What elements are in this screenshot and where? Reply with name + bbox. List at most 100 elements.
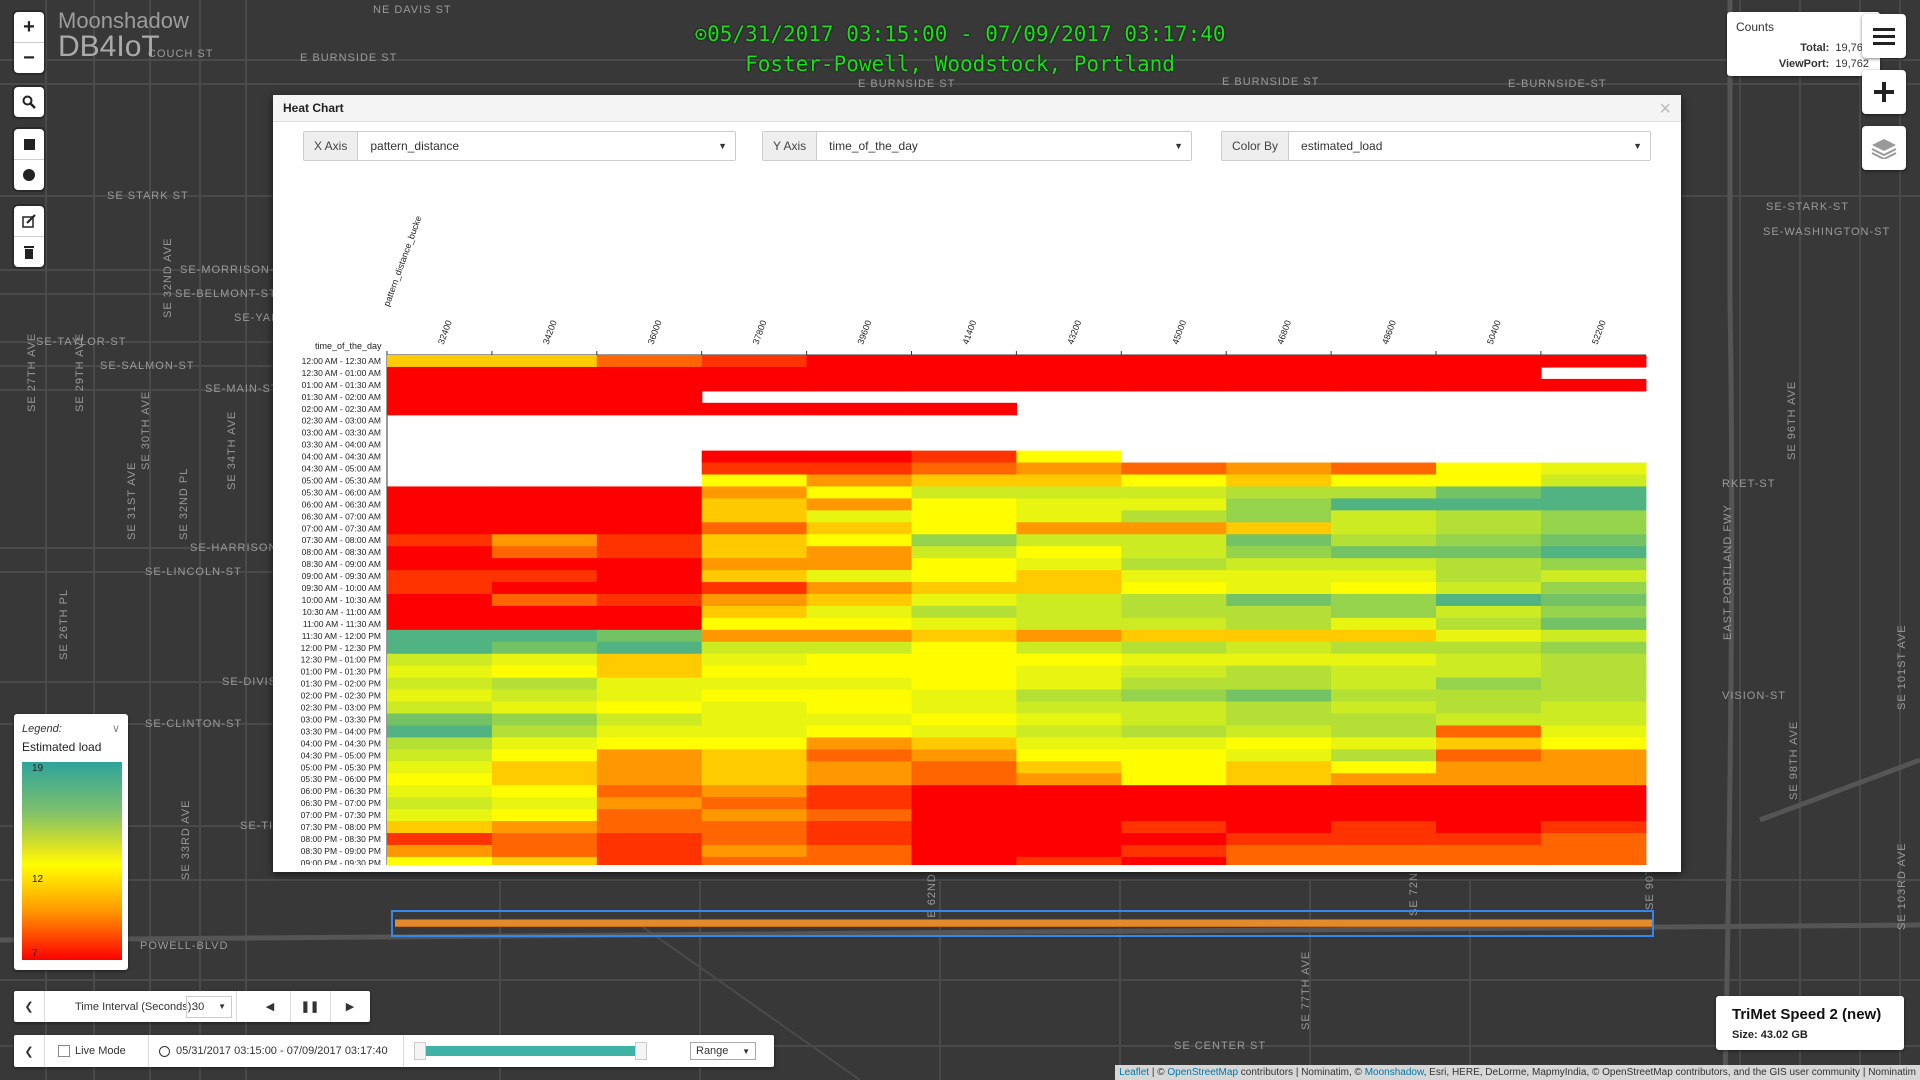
search-button[interactable] <box>14 87 44 117</box>
heat-cell[interactable] <box>1331 558 1437 571</box>
heat-cell[interactable] <box>1121 570 1227 583</box>
heat-cell[interactable] <box>701 689 808 703</box>
heat-cell[interactable] <box>701 844 808 858</box>
heat-cell[interactable] <box>1331 797 1437 810</box>
heat-cell[interactable] <box>1540 570 1647 583</box>
heat-cell[interactable] <box>1436 486 1542 499</box>
heat-cell[interactable] <box>1226 486 1332 499</box>
heat-cell[interactable] <box>491 773 598 786</box>
heat-cell[interactable] <box>911 641 1018 655</box>
heat-cell[interactable] <box>1121 558 1227 571</box>
heat-cell[interactable] <box>701 486 808 499</box>
heat-cell[interactable] <box>1540 629 1647 643</box>
dataset-info[interactable]: TriMet Speed 2 (new) Size: 43.02 GB <box>1716 996 1904 1050</box>
step-back-button[interactable]: ◀ <box>250 991 291 1022</box>
heat-cell[interactable] <box>1540 653 1647 667</box>
heat-cell[interactable] <box>491 486 598 499</box>
heat-cell[interactable] <box>806 713 913 727</box>
heat-cell[interactable] <box>701 558 808 571</box>
range-mode-select[interactable]: Range ▼ <box>688 1035 758 1067</box>
heat-cell[interactable] <box>1540 605 1647 619</box>
heat-cell[interactable] <box>701 737 808 750</box>
heat-cell[interactable] <box>1226 701 1332 715</box>
heat-cell[interactable] <box>1540 546 1647 559</box>
pause-button[interactable]: ❚❚ <box>290 991 331 1022</box>
heat-cell[interactable] <box>1436 665 1542 679</box>
heat-cell[interactable] <box>1331 689 1437 703</box>
heat-cell[interactable] <box>491 761 598 774</box>
heat-cell[interactable] <box>1436 355 1542 368</box>
heat-cell[interactable] <box>911 378 1018 392</box>
heat-cell[interactable] <box>701 809 808 822</box>
heat-cell[interactable] <box>1016 773 1122 786</box>
heat-cell[interactable] <box>806 486 913 499</box>
heat-cell[interactable] <box>1016 510 1122 523</box>
heat-cell[interactable] <box>1121 785 1227 798</box>
heat-cell[interactable] <box>701 474 808 488</box>
heat-cell[interactable] <box>1226 785 1332 798</box>
heat-cell[interactable] <box>701 617 808 631</box>
heat-cell[interactable] <box>1436 605 1542 619</box>
heat-cell[interactable] <box>806 701 913 715</box>
heat-cell[interactable] <box>1016 797 1122 810</box>
heat-cell[interactable] <box>1540 809 1647 822</box>
range-slider[interactable] <box>406 1035 676 1067</box>
heat-cell[interactable] <box>596 809 703 822</box>
selection-box[interactable] <box>391 910 1654 937</box>
heat-cell[interactable] <box>701 653 808 667</box>
heat-cell[interactable] <box>387 402 493 416</box>
heat-cell[interactable] <box>1226 689 1332 703</box>
heat-cell[interactable] <box>1436 749 1542 762</box>
heat-cell[interactable] <box>1331 844 1437 858</box>
heat-cell[interactable] <box>911 689 1018 703</box>
heat-cell[interactable] <box>701 677 808 691</box>
heat-cell[interactable] <box>491 653 598 667</box>
heat-cell[interactable] <box>387 378 493 392</box>
heat-cell[interactable] <box>596 737 703 750</box>
heat-cell[interactable] <box>491 713 598 727</box>
heat-cell[interactable] <box>1331 546 1437 559</box>
heat-cell[interactable] <box>806 749 913 762</box>
heat-cell[interactable] <box>1016 534 1122 547</box>
heat-cell[interactable] <box>491 749 598 762</box>
heat-cell[interactable] <box>491 498 598 511</box>
heat-cell[interactable] <box>911 522 1018 535</box>
heat-cell[interactable] <box>701 450 808 464</box>
heat-cell[interactable] <box>491 629 598 643</box>
heat-cell[interactable] <box>1226 725 1332 738</box>
heat-cell[interactable] <box>387 546 493 559</box>
heat-cell[interactable] <box>1226 856 1332 865</box>
heat-cell[interactable] <box>491 355 598 368</box>
heat-cell[interactable] <box>387 856 493 865</box>
heat-cell[interactable] <box>806 510 913 523</box>
heat-cell[interactable] <box>1016 701 1122 715</box>
heat-cell[interactable] <box>1540 689 1647 703</box>
heat-cell[interactable] <box>911 450 1018 464</box>
heat-cell[interactable] <box>911 582 1018 595</box>
heat-cell[interactable] <box>806 617 913 631</box>
heat-cell[interactable] <box>1226 462 1332 476</box>
heat-cell[interactable] <box>387 701 493 715</box>
heat-cell[interactable] <box>1331 594 1437 607</box>
heat-cell[interactable] <box>387 617 493 631</box>
heat-cell[interactable] <box>1436 546 1542 559</box>
heat-cell[interactable] <box>596 355 703 368</box>
heat-cell[interactable] <box>387 605 493 619</box>
heat-cell[interactable] <box>1121 582 1227 595</box>
heat-cell[interactable] <box>806 821 913 834</box>
heat-cell[interactable] <box>1436 689 1542 703</box>
heat-cell[interactable] <box>596 725 703 738</box>
heat-cell[interactable] <box>1121 701 1227 715</box>
heat-cell[interactable] <box>491 378 598 392</box>
heat-cell[interactable] <box>1226 653 1332 667</box>
heat-cell[interactable] <box>1226 546 1332 559</box>
heat-cell[interactable] <box>1540 665 1647 679</box>
heat-cell[interactable] <box>1121 366 1227 380</box>
heat-cell[interactable] <box>1226 821 1332 834</box>
delete-layers-button[interactable] <box>14 237 44 267</box>
heat-cell[interactable] <box>1226 594 1332 607</box>
heat-cell[interactable] <box>596 522 703 535</box>
heat-cell[interactable] <box>387 809 493 822</box>
heat-cell[interactable] <box>491 856 598 865</box>
heat-cell[interactable] <box>1016 653 1122 667</box>
